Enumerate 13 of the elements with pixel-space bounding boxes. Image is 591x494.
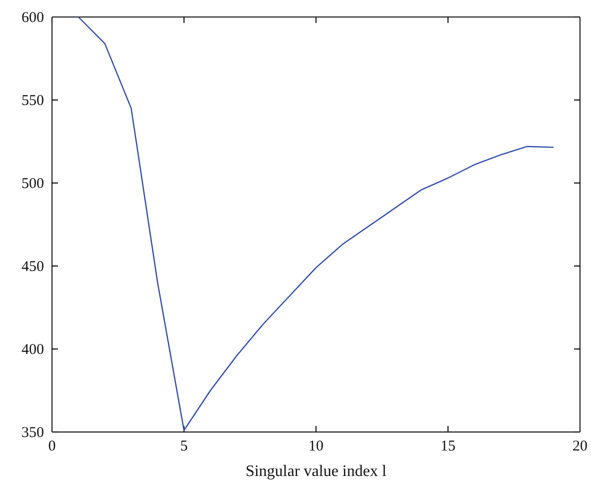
line-series bbox=[78, 16, 554, 431]
y-tick-label: 350 bbox=[22, 424, 44, 441]
x-axis-title: Singular value index l bbox=[246, 463, 387, 480]
x-tick-label: 5 bbox=[180, 438, 188, 455]
x-tick-label: 15 bbox=[440, 438, 456, 455]
x-tick-label: 0 bbox=[48, 438, 56, 455]
y-tick-label: 450 bbox=[22, 258, 44, 275]
y-tick-label: 600 bbox=[22, 10, 44, 26]
y-tick-label: 500 bbox=[22, 176, 44, 192]
x-tick-label: 10 bbox=[308, 438, 324, 455]
x-tick-label: 20 bbox=[572, 438, 588, 455]
y-tick-label: 400 bbox=[22, 342, 44, 358]
y-tick-label: 550 bbox=[22, 92, 44, 109]
